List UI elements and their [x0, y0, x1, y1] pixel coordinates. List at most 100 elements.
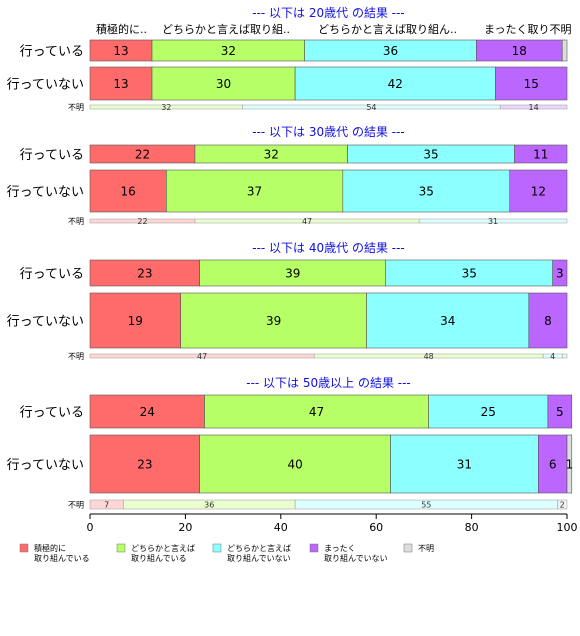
legend-label: 不明 — [418, 544, 434, 553]
bar-segment — [180, 292, 367, 349]
row-label: 行っている — [20, 406, 84, 421]
column-header: まったく取り不明 — [484, 23, 572, 36]
x-tick-label: 100 — [557, 521, 578, 534]
data-label: 22 — [135, 148, 150, 162]
data-label: 19 — [128, 314, 143, 328]
bar-segment — [166, 169, 344, 213]
bar-segment — [199, 434, 391, 494]
x-tick-label: 20 — [178, 521, 192, 534]
legend-swatch — [309, 543, 319, 553]
row-label: 行っていない — [7, 458, 84, 473]
row-label: 行っていない — [7, 315, 84, 330]
data-label: 3 — [556, 267, 564, 281]
bar-segment — [204, 394, 429, 429]
bar-segment — [552, 259, 568, 287]
data-label: 23 — [137, 458, 152, 472]
data-label: 16 — [121, 185, 136, 199]
data-label: 47 — [309, 405, 324, 419]
legend-label: 積極的に — [34, 543, 66, 553]
panel-title: --- 以下は 30歳代 の結果 --- — [252, 125, 405, 139]
unknown-row-label: 不明 — [68, 103, 84, 112]
unknown-data-label: 47 — [197, 352, 207, 361]
bar-segment — [547, 394, 573, 429]
data-label: 32 — [264, 148, 279, 162]
bar-segment — [514, 144, 568, 164]
bar-segment — [89, 292, 181, 349]
unknown-data-label: 48 — [424, 352, 434, 361]
unknown-bar-segment — [561, 353, 568, 359]
column-header: 積極的に.. — [96, 22, 147, 36]
unknown-data-label: 22 — [137, 217, 147, 226]
data-label: 39 — [285, 267, 300, 281]
data-label: 40 — [287, 458, 302, 472]
data-label: 37 — [247, 185, 262, 199]
bar-segment — [390, 434, 539, 494]
unknown-row-label: 不明 — [68, 501, 84, 510]
bar-segment — [495, 66, 568, 101]
legend-label: 取り組んでいない — [227, 553, 291, 563]
data-label: 25 — [481, 405, 496, 419]
data-label: 31 — [457, 458, 472, 472]
row-label: 行っていない — [7, 185, 84, 200]
bar-segment — [509, 169, 568, 213]
unknown-data-label: 36 — [204, 501, 214, 510]
data-label: 15 — [524, 77, 539, 91]
data-label: 5 — [556, 405, 564, 419]
data-label: 13 — [113, 77, 128, 91]
x-tick-label: 80 — [465, 521, 479, 534]
bar-segment — [566, 434, 573, 494]
legend-label: まったく — [324, 544, 356, 553]
data-label: 24 — [140, 405, 155, 419]
column-header: どちらかと言えば取り組ん.. — [318, 23, 457, 36]
unknown-row-label: 不明 — [68, 352, 84, 361]
data-label: 36 — [383, 44, 398, 58]
bar-segment — [294, 66, 496, 101]
bar-segment — [561, 39, 568, 62]
unknown-row-label: 不明 — [68, 217, 84, 226]
data-label: 18 — [512, 44, 527, 58]
data-label: 6 — [549, 458, 557, 472]
row-label: 行っている — [20, 148, 84, 163]
data-label: 34 — [440, 314, 455, 328]
x-tick-label: 0 — [87, 521, 94, 534]
unknown-data-label: 14 — [529, 103, 539, 112]
bar-segment — [89, 434, 201, 494]
unknown-data-label: 4 — [550, 352, 555, 361]
data-label: 35 — [423, 148, 438, 162]
bar-segment — [538, 434, 568, 494]
panel-title: --- 以下は 20歳代 の結果 --- — [252, 6, 405, 20]
bar-segment — [385, 259, 553, 287]
row-label: 行っていない — [7, 78, 84, 93]
unknown-bar-segment — [557, 499, 568, 510]
unknown-data-label: 32 — [161, 103, 171, 112]
data-label: 35 — [419, 185, 434, 199]
panel-title: --- 以下は 40歳代 の結果 --- — [252, 241, 405, 255]
unknown-data-label: 7 — [104, 501, 109, 510]
bar-segment — [366, 292, 530, 349]
bar-segment — [151, 66, 296, 101]
unknown-data-label: 31 — [488, 217, 498, 226]
data-label: 32 — [221, 44, 236, 58]
data-label: 13 — [113, 44, 128, 58]
legend-label: どちらかと言えば — [227, 543, 291, 553]
bar-segment — [199, 259, 387, 287]
bar-segment — [89, 259, 201, 287]
bar-segment — [89, 169, 167, 213]
data-label: 23 — [137, 267, 152, 281]
data-label: 12 — [531, 185, 546, 199]
legend-label: どちらかと言えば — [131, 543, 195, 553]
legend-swatch — [212, 543, 222, 553]
data-label: 30 — [216, 77, 231, 91]
legend-label: 取り組んでいない — [324, 553, 388, 563]
bar-segment — [528, 292, 568, 349]
data-label: 8 — [544, 314, 552, 328]
bar-segment — [342, 169, 511, 213]
panel-title: --- 以下は 50歳以上 の結果 --- — [246, 376, 411, 390]
unknown-data-label: 54 — [366, 103, 376, 112]
legend-label: 取り組んでいる — [34, 553, 90, 563]
bar-segment — [89, 394, 205, 429]
data-label: 35 — [462, 267, 477, 281]
data-label: 42 — [388, 77, 403, 91]
x-tick-label: 60 — [369, 521, 383, 534]
